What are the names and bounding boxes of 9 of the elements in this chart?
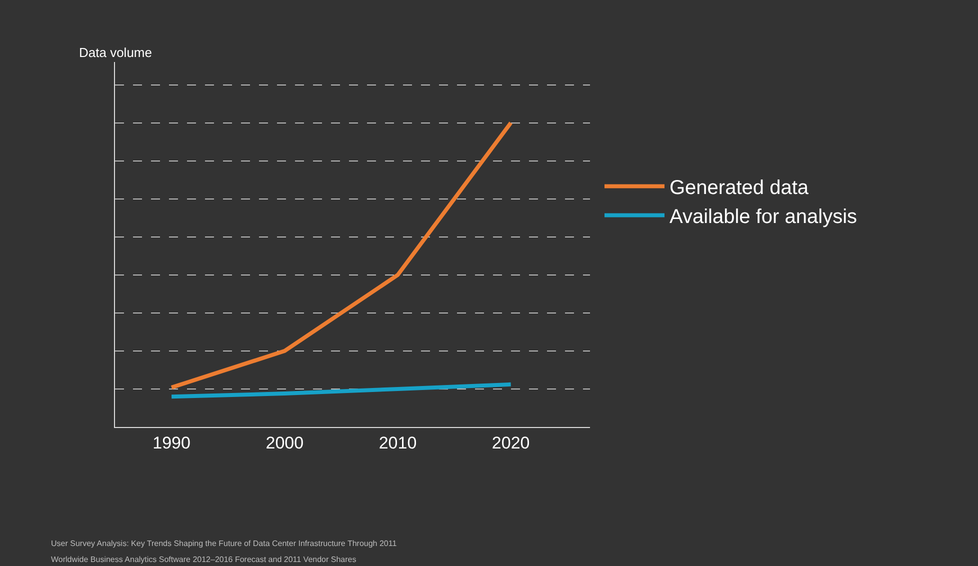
x-tick-label: 1990 <box>152 433 190 452</box>
text: Worldwide Business Analytics Software 2012–2016 Forecast and 2011 Vendor Shares <box>51 555 356 564</box>
x-tick-label: 2020 <box>492 433 530 452</box>
text: User Survey Analysis: Key Trends Shaping the Future of Data Center Infrastructure Through 2011 <box>51 539 398 548</box>
legend-label: Available for analysis <box>670 206 858 228</box>
x-tick-label: 2010 <box>378 433 417 452</box>
x-tick-label: 2000 <box>266 433 304 452</box>
y-axis-title: Data volume <box>79 45 152 60</box>
legend-label: Generated data <box>670 177 810 199</box>
